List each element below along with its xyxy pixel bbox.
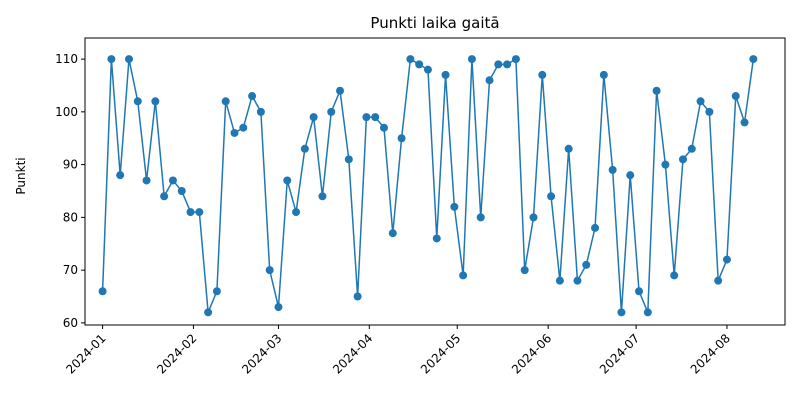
- x-tick-label: 2024-06: [509, 331, 554, 376]
- point: [731, 92, 740, 101]
- point: [626, 171, 635, 180]
- point: [406, 55, 415, 64]
- point: [687, 144, 696, 153]
- x-tick-label: 2024-08: [688, 331, 733, 376]
- point: [652, 86, 661, 95]
- point: [388, 229, 397, 238]
- point: [661, 160, 670, 169]
- point: [397, 134, 406, 143]
- point: [511, 55, 520, 64]
- x-tick-label: 2024-07: [597, 331, 642, 376]
- point: [591, 223, 600, 232]
- point: [722, 255, 731, 264]
- point: [177, 186, 186, 195]
- point: [107, 55, 116, 64]
- point: [212, 287, 221, 296]
- point: [635, 287, 644, 296]
- point: [476, 213, 485, 222]
- point: [221, 97, 230, 106]
- point: [362, 113, 371, 122]
- point: [309, 113, 318, 122]
- point: [292, 208, 301, 217]
- point: [547, 192, 556, 201]
- y-tick-label: 90: [63, 158, 78, 172]
- point: [133, 97, 142, 106]
- point: [459, 271, 468, 280]
- point: [248, 92, 257, 101]
- point: [599, 70, 608, 79]
- line: [101, 57, 755, 313]
- point: [564, 144, 573, 153]
- point: [160, 192, 169, 201]
- point: [538, 70, 547, 79]
- point: [678, 155, 687, 164]
- point: [573, 276, 582, 285]
- point: [415, 60, 424, 69]
- point: [582, 260, 591, 269]
- point: [432, 234, 441, 243]
- point: [124, 55, 133, 64]
- x-tick-label: 2024-01: [63, 331, 108, 376]
- point: [494, 60, 503, 69]
- point: [749, 55, 758, 64]
- point: [151, 97, 160, 106]
- x-tick-label: 2024-05: [418, 331, 463, 376]
- point: [283, 176, 292, 185]
- point: [256, 107, 265, 116]
- point: [714, 276, 723, 285]
- x-tick-label: 2024-02: [154, 331, 199, 376]
- point: [441, 70, 450, 79]
- point: [503, 60, 512, 69]
- point: [529, 213, 538, 222]
- point: [98, 287, 107, 296]
- y-tick-label: 110: [55, 52, 78, 66]
- point: [740, 118, 749, 127]
- point: [705, 107, 714, 116]
- point: [344, 155, 353, 164]
- point: [379, 123, 388, 132]
- point: [274, 303, 283, 312]
- point: [204, 308, 213, 317]
- point: [168, 176, 177, 185]
- point: [116, 171, 125, 180]
- point: [336, 86, 345, 95]
- point: [670, 271, 679, 280]
- plot-frame: [84, 37, 786, 326]
- point: [327, 107, 336, 116]
- point: [195, 208, 204, 217]
- point: [467, 55, 476, 64]
- point: [300, 144, 309, 153]
- point: [230, 128, 239, 137]
- y-tick-label: 100: [55, 105, 78, 119]
- point: [142, 176, 151, 185]
- point: [485, 76, 494, 85]
- point: [608, 165, 617, 174]
- y-tick-label: 60: [63, 316, 78, 330]
- point: [353, 292, 362, 301]
- point: [265, 266, 274, 275]
- point: [186, 208, 195, 217]
- point: [696, 97, 705, 106]
- point: [318, 192, 327, 201]
- point: [450, 202, 459, 211]
- point: [617, 308, 626, 317]
- point: [371, 113, 380, 122]
- point: [239, 123, 248, 132]
- y-tick-label: 80: [63, 210, 78, 224]
- y-axis-label: Punkti: [14, 157, 28, 194]
- point: [520, 266, 529, 275]
- x-tick-label: 2024-04: [330, 331, 375, 376]
- point: [643, 308, 652, 317]
- chart-title: Punkti laika gaitā: [370, 14, 499, 32]
- point: [423, 65, 432, 74]
- y-tick-label: 70: [63, 263, 78, 277]
- point: [555, 276, 564, 285]
- x-tick-label: 2024-03: [239, 331, 284, 376]
